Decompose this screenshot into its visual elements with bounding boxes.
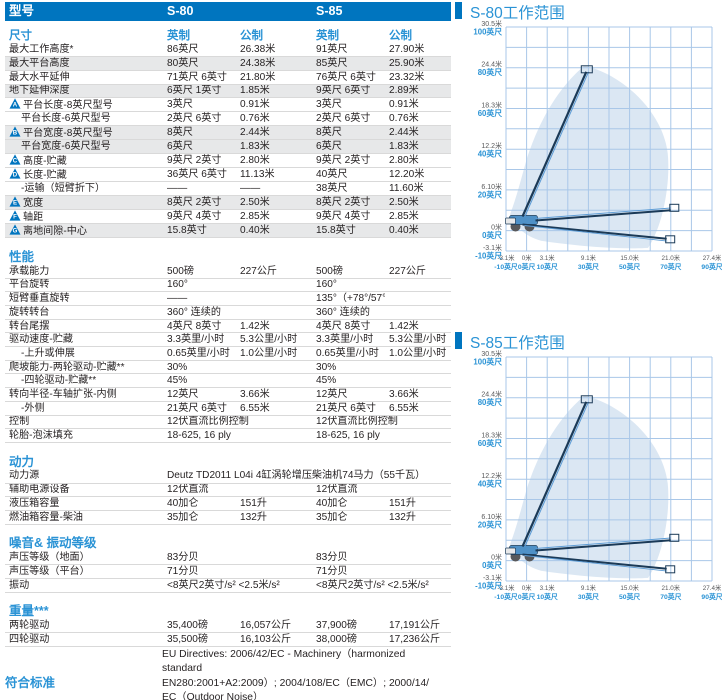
svg-text:40英尺: 40英尺 — [478, 479, 502, 489]
svg-text:0米: 0米 — [522, 583, 533, 592]
svg-text:-3.1米: -3.1米 — [497, 583, 515, 592]
svg-text:27.4米: 27.4米 — [703, 583, 722, 592]
svg-text:-10英尺: -10英尺 — [494, 592, 518, 601]
svg-text:20英尺: 20英尺 — [478, 189, 502, 199]
svg-text:0米: 0米 — [522, 253, 533, 262]
svg-text:40英尺: 40英尺 — [478, 149, 502, 159]
svg-text:21.0米: 21.0米 — [662, 253, 681, 262]
svg-text:80英尺: 80英尺 — [478, 397, 502, 407]
svg-text:20英尺: 20英尺 — [478, 519, 502, 529]
svg-text:90英尺: 90英尺 — [701, 262, 722, 271]
svg-text:10英尺: 10英尺 — [537, 262, 558, 271]
svg-text:B: B — [13, 130, 18, 137]
svg-text:10英尺: 10英尺 — [537, 592, 558, 601]
svg-text:9.1米: 9.1米 — [581, 583, 597, 592]
svg-text:F: F — [13, 213, 17, 220]
svg-text:90英尺: 90英尺 — [701, 592, 722, 601]
svg-text:15.0米: 15.0米 — [620, 583, 639, 592]
svg-text:E: E — [13, 199, 17, 206]
svg-text:D: D — [13, 172, 18, 179]
svg-text:-10英尺: -10英尺 — [494, 262, 518, 271]
svg-text:3.1米: 3.1米 — [540, 583, 556, 592]
svg-text:0英尺: 0英尺 — [482, 230, 502, 240]
svg-text:27.4米: 27.4米 — [703, 253, 722, 262]
svg-text:50英尺: 50英尺 — [619, 262, 640, 271]
svg-text:3.1米: 3.1米 — [540, 253, 556, 262]
svg-text:0英尺: 0英尺 — [482, 560, 502, 570]
svg-text:60英尺: 60英尺 — [478, 438, 502, 448]
svg-text:-3.1米: -3.1米 — [497, 253, 515, 262]
svg-text:9.1米: 9.1米 — [581, 253, 597, 262]
svg-text:G: G — [13, 228, 18, 235]
svg-text:60英尺: 60英尺 — [478, 108, 502, 118]
svg-text:21.0米: 21.0米 — [662, 583, 681, 592]
svg-text:100英尺: 100英尺 — [473, 357, 502, 367]
svg-text:A: A — [13, 102, 18, 109]
svg-text:70英尺: 70英尺 — [660, 262, 681, 271]
svg-text:15.0米: 15.0米 — [620, 253, 639, 262]
svg-text:100英尺: 100英尺 — [473, 27, 502, 37]
svg-text:0英尺: 0英尺 — [518, 592, 536, 601]
svg-text:50英尺: 50英尺 — [619, 592, 640, 601]
svg-text:80英尺: 80英尺 — [478, 67, 502, 77]
svg-text:70英尺: 70英尺 — [660, 592, 681, 601]
svg-text:0英尺: 0英尺 — [518, 262, 536, 271]
svg-text:30英尺: 30英尺 — [578, 592, 599, 601]
svg-text:C: C — [13, 158, 18, 165]
svg-text:30英尺: 30英尺 — [578, 262, 599, 271]
